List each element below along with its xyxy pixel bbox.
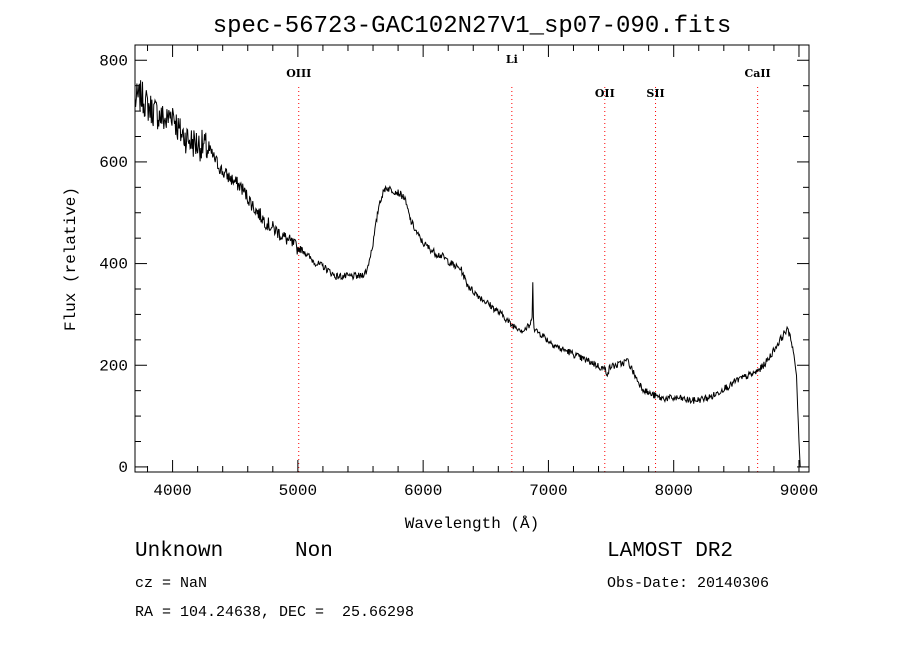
spectral-line-markers: OIII Li OII SII CaII bbox=[286, 53, 771, 472]
info-obs-date: Obs-Date: 20140306 bbox=[607, 575, 770, 592]
spectrum-line bbox=[134, 80, 801, 467]
y-tick-label: 600 bbox=[99, 154, 128, 172]
info-survey: LAMOST DR2 bbox=[607, 540, 734, 563]
spectral-line-label: Li bbox=[506, 53, 518, 66]
x-tick-label: 7000 bbox=[529, 482, 567, 500]
chart-title: spec-56723-GAC102N27V1_sp07-090.fits bbox=[213, 13, 731, 40]
y-axis-label: Flux (relative) bbox=[62, 187, 80, 331]
spectral-line-label: CaII bbox=[745, 67, 771, 80]
axes: 4000 5000 6000 7000 8000 9000 0 200 400 600 800 bbox=[99, 44, 818, 500]
x-tick-label: 9000 bbox=[780, 482, 818, 500]
info-subclass: Non bbox=[295, 540, 333, 563]
y-tick-label: 800 bbox=[99, 52, 128, 70]
x-axis-label: Wavelength (Å) bbox=[405, 515, 539, 533]
info-class: Unknown bbox=[135, 540, 224, 563]
x-tick-label: 8000 bbox=[654, 482, 692, 500]
plot-frame bbox=[134, 44, 810, 473]
info-coords: RA = 104.24638, DEC = 25.66298 bbox=[135, 604, 415, 621]
y-tick-label: 400 bbox=[99, 256, 128, 274]
y-tick-label: 200 bbox=[99, 357, 128, 375]
x-tick-label: 4000 bbox=[153, 482, 191, 500]
series-group bbox=[134, 80, 801, 467]
x-tick-label: 5000 bbox=[279, 482, 317, 500]
spectral-line-label: OIII bbox=[286, 67, 311, 80]
spectral-line-label: OII bbox=[595, 87, 615, 100]
x-tick-label: 6000 bbox=[404, 482, 442, 500]
spectral-line-label: SII bbox=[646, 87, 664, 100]
y-tick-label: 0 bbox=[118, 459, 128, 477]
info-cz: cz = NaN bbox=[135, 575, 208, 592]
